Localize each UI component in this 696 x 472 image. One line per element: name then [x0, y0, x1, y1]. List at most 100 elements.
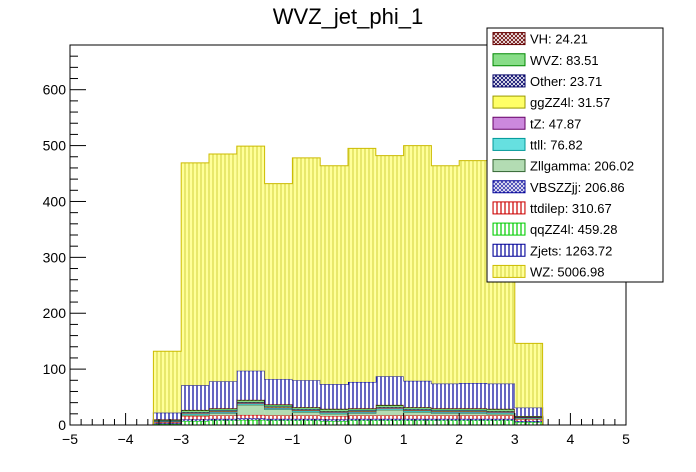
bar-qqzz4l-11	[459, 420, 487, 425]
bar-wvz-2	[209, 408, 237, 411]
legend-swatch-vbszzjj	[492, 180, 526, 194]
series-zjets	[152, 370, 544, 425]
bar-zjets-5	[292, 380, 321, 408]
bar-ttdilep-11	[459, 415, 487, 419]
legend-swatch-ttdilep	[492, 201, 526, 215]
legend-box	[486, 27, 664, 283]
bar-wvz-9	[403, 407, 432, 410]
bar-ttdilep-10	[431, 415, 460, 419]
bar-zllgamma-8	[375, 409, 404, 416]
bar-wz-0	[153, 351, 182, 413]
x-tick-label: −2	[229, 431, 245, 447]
bar-qqzz4l-1	[181, 421, 209, 425]
legend-swatch-ggzz4l	[492, 95, 526, 109]
bar-wz-2	[209, 153, 237, 382]
bar-wz-6	[320, 165, 348, 385]
legend-label-ggzz4l: ggZZ4l: 31.57	[530, 95, 610, 110]
y-tick-label: 400	[43, 193, 67, 209]
bar-wz-8	[375, 155, 404, 377]
bar-ttdilep-3	[236, 414, 265, 419]
bar-ttll-8	[375, 408, 404, 410]
x-tick-label: 3	[511, 431, 519, 447]
bar-qqzz4l-3	[236, 419, 265, 425]
bar-qqzz4l-12	[487, 420, 515, 425]
y-tick-label: 0	[58, 417, 66, 433]
legend-label-ttdilep: ttdilep: 310.67	[530, 201, 612, 216]
x-tick-label: −3	[173, 431, 189, 447]
bar-zjets-12	[487, 383, 515, 409]
bar-ttll-9	[403, 411, 432, 413]
legend-swatch-zjets	[492, 243, 526, 257]
bar-wz-7	[348, 148, 376, 382]
y-tick-label: 100	[43, 361, 67, 377]
legend-swatch-ttll	[492, 137, 526, 151]
legend-label-other: Other: 23.71	[530, 74, 602, 89]
bar-qqzz4l-0	[153, 423, 182, 425]
bar-zjets-1	[181, 385, 209, 410]
bar-zllgamma-7	[348, 413, 376, 416]
bar-wz-3	[236, 146, 265, 371]
bar-ttll-1	[181, 413, 209, 415]
bar-zjets-10	[431, 383, 460, 409]
bar-zjets-4	[264, 379, 293, 405]
y-tick-label: 600	[43, 82, 67, 98]
y-tick-label: 200	[43, 305, 67, 321]
bar-zllgamma-6	[320, 413, 348, 417]
y-tick-label: 500	[43, 138, 67, 154]
bar-vbszzjj-1	[181, 419, 209, 422]
bar-wvz-11	[459, 408, 487, 411]
bar-vbszzjj-4	[264, 418, 293, 421]
bar-vbszzjj-12	[487, 418, 515, 421]
histogram-bars	[152, 145, 544, 425]
legend-swatch-other	[492, 74, 526, 88]
bar-qqzz4l-8	[375, 420, 404, 425]
bar-ttll-3	[236, 403, 265, 405]
bar-zllgamma-10	[431, 413, 460, 416]
bar-zllgamma-5	[292, 412, 321, 416]
x-tick-label: −4	[118, 431, 134, 447]
bar-zjets-9	[403, 380, 432, 408]
bar-wz-11	[459, 160, 487, 384]
bar-zjets-0	[153, 412, 182, 420]
bar-wz-10	[431, 165, 460, 384]
bar-wvz-1	[181, 410, 209, 413]
bar-wz-13	[514, 343, 543, 408]
legend-swatch-wvz	[492, 53, 526, 67]
bar-ttll-6	[320, 412, 348, 414]
bar-zjets-8	[375, 376, 404, 405]
x-tick-label: 5	[622, 431, 630, 447]
bar-ttdilep-7	[348, 415, 376, 419]
bar-wz-9	[403, 145, 432, 381]
bar-ttdilep-0	[153, 422, 182, 424]
legend-label-zjets: Zjets: 1263.72	[530, 243, 612, 258]
bar-qqzz4l-9	[403, 420, 432, 425]
bar-vbszzjj-3	[236, 418, 265, 420]
bar-ttdilep-13	[514, 419, 543, 422]
bar-ttdilep-9	[403, 415, 432, 419]
x-tick-label: 4	[567, 431, 575, 447]
legend-label-vbszzjj: VBSZZjj: 206.86	[530, 180, 625, 195]
bar-ttll-7	[348, 412, 376, 414]
bar-wvz-4	[264, 404, 293, 407]
bar-vbszzjj-8	[375, 418, 404, 421]
axes: −5 −4 −3 −2 −1 0 1 2 3 4 5 0 100 200 300 400 500 600	[43, 44, 630, 447]
legend-label-ttll: ttll: 76.82	[530, 137, 583, 152]
bar-ttdilep-2	[209, 415, 237, 419]
bar-zllgamma-13	[514, 418, 543, 420]
bar-ttdilep-4	[264, 415, 293, 419]
legend-swatch-vh	[492, 32, 526, 46]
bar-qqzz4l-13	[514, 422, 543, 425]
bar-vbszzjj-5	[292, 418, 321, 421]
bar-zllgamma-12	[487, 413, 515, 416]
bar-wz-4	[264, 183, 293, 380]
bar-ttdilep-6	[320, 416, 348, 420]
legend-label-wz: WZ: 5006.98	[530, 264, 604, 279]
bar-zllgamma-4	[264, 409, 293, 416]
bar-ttll-10	[431, 412, 460, 414]
legend: VH: 24.21 WVZ: 83.51 Other: 23.71 ggZZ4l: 3…	[486, 27, 664, 283]
bar-ttll-12	[487, 412, 515, 414]
bar-ttll-11	[459, 412, 487, 414]
bar-ttll-5	[292, 411, 321, 413]
bar-ttdilep-8	[375, 415, 404, 419]
